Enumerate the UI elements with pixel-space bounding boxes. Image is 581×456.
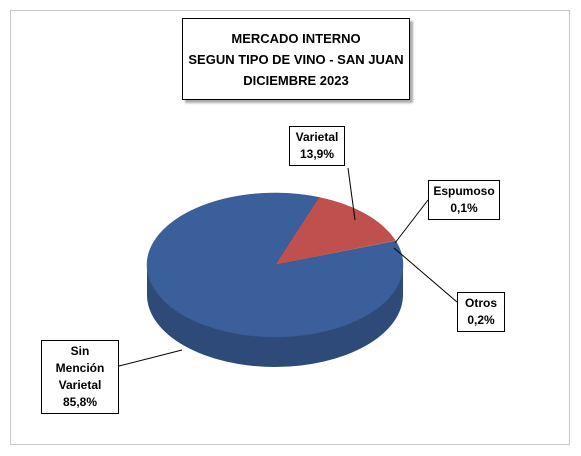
value-label: 0,1% [450,201,478,215]
leader-line [393,247,458,303]
category-label: Varietal [295,130,339,144]
leader-line [394,199,429,244]
data-label: Sin Mención Varietal 85,8% [41,340,119,414]
data-label: Varietal 13,9% [289,126,345,166]
category-label: Sin Mención Varietal [55,344,105,392]
value-label: 0,2% [467,313,495,327]
category-label: Espumoso [433,184,495,198]
pie [146,192,404,367]
slice-side [147,265,403,367]
leader-line [118,349,183,367]
title-line: SEGUN TIPO DE VINO - SAN JUAN [188,51,404,67]
value-label: 13,9% [299,147,335,161]
slice [274,197,396,266]
data-label: Espumoso 0,1% [428,180,500,220]
slice [146,192,404,338]
leader-line [347,167,356,221]
data-label: Otros 0,2% [457,292,505,332]
leader-lines [118,167,458,367]
value-label: 85,8% [62,395,98,409]
title-line: DICIEMBRE 2023 [243,72,349,88]
title-line: MERCADO INTERNO [231,30,361,46]
category-label: Otros [464,296,497,310]
chart-title: MERCADO INTERNO SEGUN TIPO DE VINO - SAN… [182,18,410,100]
